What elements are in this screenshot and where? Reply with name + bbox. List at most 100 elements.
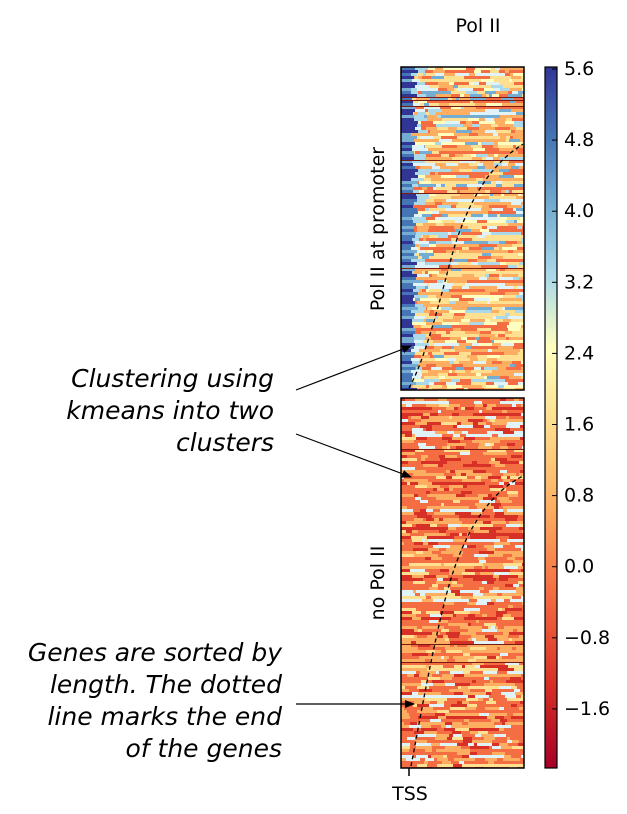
heatmap-bottom-cell — [518, 581, 524, 584]
heatmap-top-cell — [439, 139, 452, 142]
heatmap-bottom-cell — [426, 410, 438, 413]
heatmap-bottom-cell — [444, 488, 449, 491]
heatmap-top-cell — [476, 139, 485, 142]
heatmap-top-cell — [435, 163, 446, 166]
heatmap-top-cell — [452, 97, 456, 100]
heatmap-bottom-cell — [414, 623, 426, 626]
heatmap-top-cell — [450, 337, 461, 340]
heatmap-top-tss-signal — [415, 343, 429, 346]
heatmap-bottom-cell — [432, 551, 441, 554]
heatmap-bottom-cell — [446, 407, 454, 410]
heatmap-bottom-cell — [450, 545, 463, 548]
heatmap-top-row — [401, 187, 524, 190]
heatmap-bottom-cell — [502, 761, 508, 764]
heatmap-top-cell — [498, 385, 504, 388]
heatmap-top-cell — [513, 73, 524, 76]
heatmap-top-cell — [434, 346, 442, 349]
heatmap-bottom-cell — [457, 644, 467, 647]
heatmap-top-cell — [431, 181, 436, 184]
heatmap-bottom-cell — [417, 710, 423, 713]
heatmap-top-cell — [485, 76, 490, 79]
heatmap-bottom-cell — [499, 728, 504, 731]
heatmap-top-cell — [513, 277, 519, 280]
heatmap-bottom-cell — [522, 446, 524, 449]
heatmap-top-cell — [505, 70, 509, 73]
heatmap-top-cell — [468, 289, 472, 292]
heatmap-bottom-cell — [449, 734, 453, 737]
heatmap-bottom-cell — [410, 716, 418, 719]
heatmap-bottom-cell — [421, 680, 428, 683]
heatmap-top-cell — [444, 223, 447, 226]
heatmap-top-cell — [445, 118, 448, 121]
heatmap-top-row — [401, 82, 524, 85]
heatmap-bottom-row — [401, 515, 524, 518]
heatmap-bottom-cell — [472, 491, 480, 494]
heatmap-bottom-cell — [447, 755, 462, 758]
heatmap-bottom-cell — [463, 653, 470, 656]
heatmap-top-tss-signal — [411, 247, 418, 250]
heatmap-bottom-cell — [412, 611, 421, 614]
heatmap-top-tss-signal — [401, 235, 415, 238]
heatmap-bottom-cell — [497, 617, 502, 620]
heatmap-top-cell — [506, 118, 512, 121]
heatmap-bottom-row — [401, 470, 524, 473]
heatmap-bottom-cell — [447, 398, 454, 401]
heatmap-top-cell — [511, 103, 519, 106]
heatmap-bottom-cell — [409, 713, 419, 716]
heatmap-top-cell — [433, 355, 444, 358]
heatmap-top-cell — [484, 376, 487, 379]
heatmap-bottom-cell — [470, 752, 477, 755]
heatmap-bottom-cell — [401, 707, 404, 710]
heatmap-top-cell — [511, 319, 524, 322]
heatmap-top-cell — [483, 163, 493, 166]
heatmap-bottom-cell — [476, 680, 484, 683]
heatmap-bottom-cell — [424, 533, 440, 536]
heatmap-top-cell — [420, 136, 433, 139]
heatmap-bottom-cell — [406, 530, 412, 533]
heatmap-top-cell — [502, 103, 511, 106]
heatmap-bottom-cell — [504, 566, 518, 569]
heatmap-top-cell — [426, 220, 442, 223]
heatmap-top-tss-signal — [411, 178, 424, 181]
heatmap-bottom-cell — [421, 611, 426, 614]
heatmap-top-cell — [424, 106, 440, 109]
colorbar-gradient — [544, 66, 558, 769]
heatmap-top-cell — [458, 262, 471, 265]
heatmap-top-cell — [478, 310, 491, 313]
heatmap-bottom-cell — [401, 530, 406, 533]
heatmap-bottom-cell — [473, 593, 483, 596]
heatmap-bottom-cell — [475, 437, 490, 440]
heatmap-bottom-cell — [487, 548, 495, 551]
heatmap-top-cell — [510, 301, 513, 304]
heatmap-bottom-cell — [475, 572, 480, 575]
heatmap-bottom-cell — [412, 539, 422, 542]
heatmap-top-cell — [468, 226, 482, 229]
heatmap-top-cell — [429, 289, 442, 292]
heatmap-bottom-cell — [472, 431, 478, 434]
heatmap-top-cell — [492, 343, 501, 346]
heatmap-bottom-cell — [427, 584, 432, 587]
heatmap-top-cell — [499, 310, 515, 313]
heatmap-bottom-cell — [401, 638, 412, 641]
heatmap-bottom-row — [401, 428, 524, 431]
heatmap-bottom-cell — [456, 614, 468, 617]
heatmap-bottom-cell — [512, 740, 519, 743]
heatmap-top-cell — [459, 160, 465, 163]
heatmap-bottom-cell — [478, 494, 488, 497]
heatmap-bottom-cell — [503, 758, 509, 761]
heatmap-bottom-row — [401, 599, 524, 602]
heatmap-top-cell — [495, 67, 500, 70]
heatmap-bottom-cell — [423, 413, 430, 416]
heatmap-top-cell — [484, 199, 500, 202]
heatmap-bottom-cell — [439, 638, 445, 641]
heatmap-top-cell — [483, 184, 496, 187]
heatmap-top-tss-signal — [415, 85, 429, 88]
heatmap-bottom-cell — [490, 413, 504, 416]
heatmap-bottom-cell — [455, 623, 468, 626]
heatmap-top-cell — [482, 145, 493, 148]
heatmap-top-cell — [486, 382, 494, 385]
heatmap-top-cell — [433, 250, 446, 253]
heatmap-bottom-cell — [505, 608, 512, 611]
heatmap-bottom-cell — [453, 533, 459, 536]
heatmap-top-cell — [479, 334, 490, 337]
